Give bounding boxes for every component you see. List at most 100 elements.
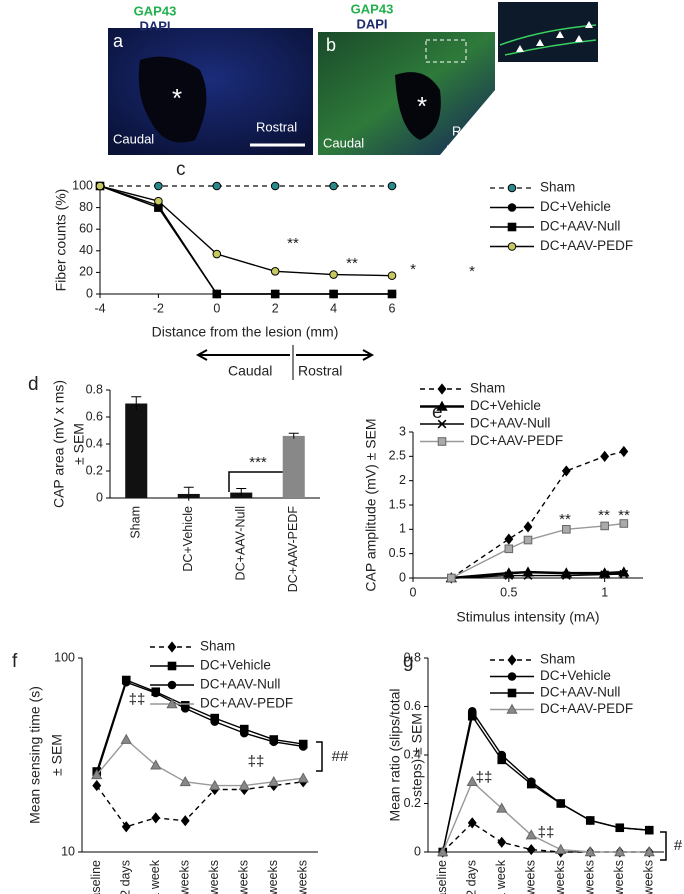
marker: [437, 437, 447, 446]
y-tick-label: 60: [79, 221, 93, 235]
marker: [507, 183, 517, 193]
y-tick-label: 40: [79, 243, 93, 257]
marker: [561, 571, 571, 580]
direction-label: Rostral: [452, 123, 493, 138]
marker: [154, 181, 163, 191]
image-panel-a: GAP43 DAPI a * Caudal Rostral: [108, 3, 313, 155]
annotation: *: [410, 261, 416, 278]
marker: [600, 521, 609, 531]
marker: [154, 196, 163, 206]
annotation: ***: [249, 454, 267, 471]
marker: [270, 289, 280, 299]
marker: [92, 779, 102, 792]
y-axis-label: CAP amplitude (mV) ± SEM: [363, 418, 379, 591]
y-tick-label: 0.2: [404, 796, 421, 810]
marker: [467, 711, 477, 721]
marker: [600, 570, 610, 579]
x-tick-label: 2 days: [465, 860, 479, 894]
series-line: [451, 570, 624, 580]
y-axis-label: Mean ratio (slips/total: [387, 688, 403, 821]
y-tick-label: 0.4: [86, 436, 103, 450]
legend-label: Sham: [470, 381, 505, 396]
x-tick-label: Baseline: [89, 860, 103, 894]
stain-label: DAPI: [356, 16, 387, 31]
arrow: [296, 349, 375, 361]
marker: [437, 419, 447, 429]
legend-label: DC+AAV-PEDF: [540, 238, 633, 253]
annotation: #: [674, 837, 683, 854]
x-tick-label: 0: [410, 585, 417, 599]
error-bar: [288, 432, 299, 439]
y-tick-label: 0: [399, 570, 406, 584]
x-tick-label: DC+AAV-PEDF: [286, 506, 300, 593]
marker: [166, 698, 178, 709]
y-axis-label: ± SEM: [71, 423, 87, 465]
marker: [269, 737, 279, 747]
direction-label: Caudal: [228, 363, 272, 379]
marker: [504, 571, 514, 580]
marker: [180, 704, 190, 713]
y-axis-label: CAP area (mV x ms): [51, 380, 67, 508]
marker: [525, 829, 537, 840]
arrow: [195, 349, 290, 361]
marker: [526, 843, 536, 856]
x-tick-label: 3 weeks: [207, 860, 221, 894]
x-tick-label: 2 days: [119, 860, 133, 894]
y-tick-label: 0.8: [404, 650, 421, 664]
legend-label: Sham: [540, 652, 575, 667]
marker: [447, 573, 456, 583]
marker: [496, 802, 508, 813]
marker: [297, 772, 309, 783]
y-tick-label: 1: [399, 522, 406, 536]
stain-label: GAP43: [351, 1, 394, 16]
annotation: ##: [332, 748, 349, 765]
marker: [526, 779, 536, 789]
y-tick-label: 0.8: [86, 382, 103, 396]
marker: [523, 571, 533, 580]
marker: [387, 289, 397, 299]
marker: [504, 533, 514, 545]
y-tick-label: 1.5: [389, 497, 406, 511]
bracket: [660, 831, 667, 861]
marker: [167, 641, 177, 653]
x-tick-label: 6 weeks: [642, 860, 656, 894]
annotation: **: [287, 235, 299, 252]
x-tick-label: 4: [330, 301, 337, 315]
x-tick-label: 2 weeks: [178, 860, 192, 894]
annotation: ‡‡: [129, 691, 146, 708]
lesion-marker: *: [417, 91, 427, 121]
legend-label: DC+Vehicle: [470, 398, 541, 413]
marker: [121, 821, 131, 833]
x-tick-label: Sham: [129, 506, 143, 539]
stain-label: DAPI: [139, 18, 170, 33]
marker: [270, 267, 280, 276]
marker: [437, 846, 449, 857]
fiber: [499, 24, 597, 56]
x-tick-label: Baseline: [435, 860, 449, 894]
series-line: [96, 781, 304, 828]
marker: [150, 759, 162, 770]
y-axis-label: Fiber counts (%): [53, 189, 69, 292]
marker: [238, 779, 250, 790]
lesion: [138, 56, 207, 143]
marker: [600, 450, 610, 462]
image-panel-b: GAP43 DAPI b * Caudal Rostral: [318, 1, 598, 155]
marker: [556, 799, 566, 808]
legend-label: DC+AAV-Null: [470, 416, 550, 431]
series-line: [96, 679, 304, 772]
marker: [436, 400, 448, 411]
marker: [644, 825, 654, 835]
annotation: **: [618, 507, 630, 524]
series-line: [442, 780, 650, 853]
x-tick-label: 1 week: [148, 859, 162, 894]
y-tick-label: 0.2: [86, 463, 103, 477]
marker: [466, 775, 478, 786]
direction-label: Rostral: [256, 119, 297, 134]
x-tick-label: 4 weeks: [237, 860, 251, 894]
series-line: [99, 185, 392, 295]
marker: [268, 775, 280, 787]
marker: [507, 654, 517, 666]
direction-label: Caudal: [113, 131, 154, 146]
marker: [585, 816, 595, 825]
